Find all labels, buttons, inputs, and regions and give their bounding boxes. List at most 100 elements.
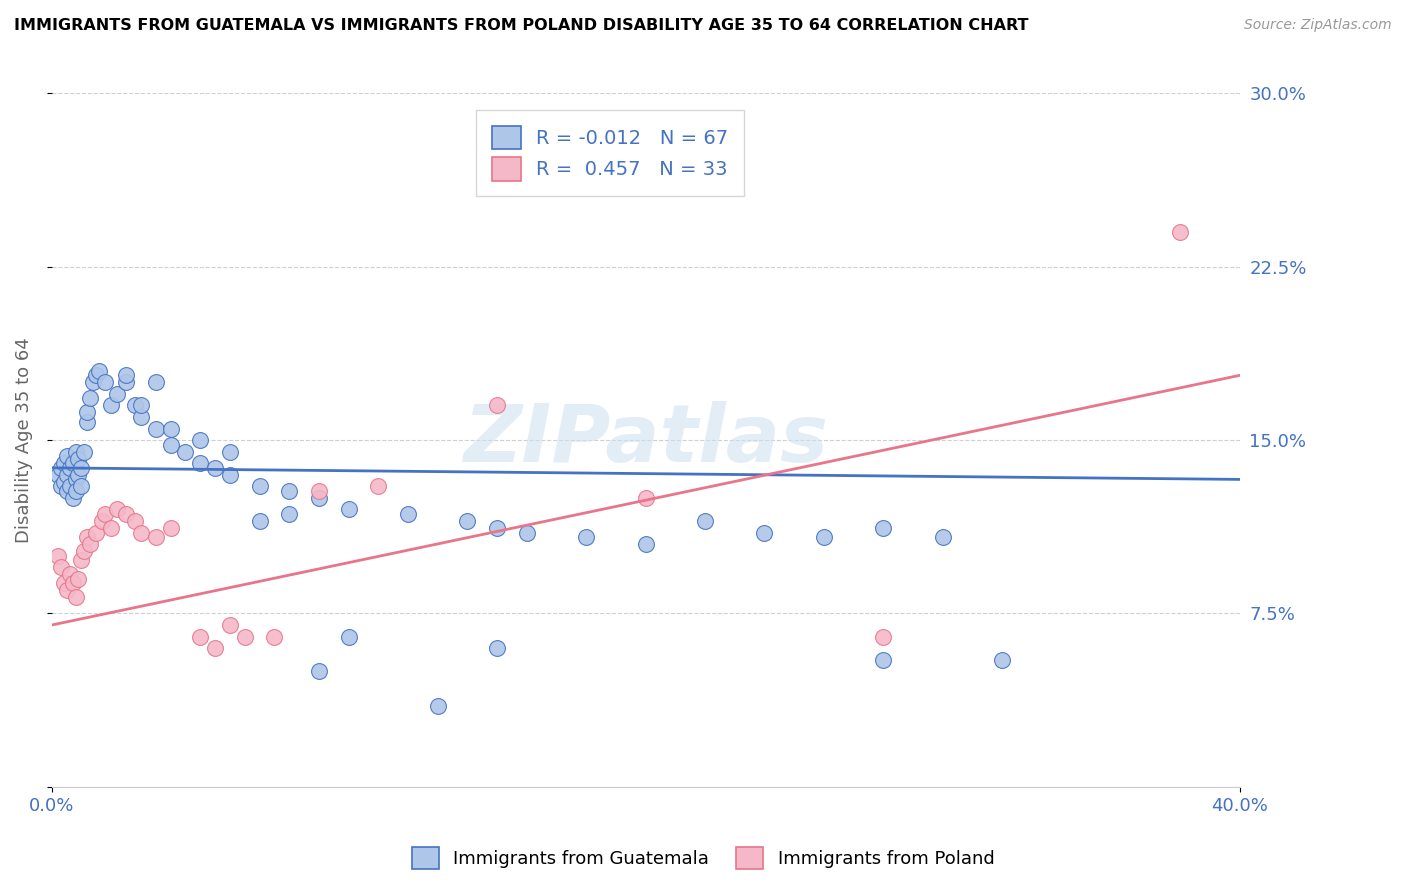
Point	[575, 530, 598, 544]
Point	[872, 521, 894, 535]
Point	[67, 572, 90, 586]
Point	[634, 491, 657, 505]
Point	[52, 475, 75, 489]
Point	[79, 537, 101, 551]
Point	[49, 560, 72, 574]
Point	[426, 698, 449, 713]
Point	[159, 421, 181, 435]
Text: Source: ZipAtlas.com: Source: ZipAtlas.com	[1244, 18, 1392, 32]
Point	[55, 583, 77, 598]
Point	[73, 544, 96, 558]
Point	[516, 525, 538, 540]
Point	[129, 399, 152, 413]
Point	[174, 444, 197, 458]
Point	[188, 456, 211, 470]
Point	[46, 467, 69, 482]
Point	[249, 479, 271, 493]
Point	[58, 479, 80, 493]
Point	[263, 630, 285, 644]
Point	[52, 456, 75, 470]
Point	[76, 415, 98, 429]
Point	[249, 514, 271, 528]
Point	[337, 502, 360, 516]
Point	[67, 467, 90, 482]
Point	[872, 630, 894, 644]
Point	[486, 521, 509, 535]
Point	[73, 444, 96, 458]
Point	[204, 641, 226, 656]
Point	[308, 483, 330, 498]
Point	[754, 525, 776, 540]
Point	[115, 368, 138, 383]
Point	[70, 553, 93, 567]
Point	[67, 451, 90, 466]
Point	[145, 530, 167, 544]
Point	[84, 525, 107, 540]
Point	[813, 530, 835, 544]
Point	[278, 483, 301, 498]
Legend: Immigrants from Guatemala, Immigrants from Poland: Immigrants from Guatemala, Immigrants fr…	[402, 838, 1004, 879]
Point	[55, 483, 77, 498]
Point	[52, 576, 75, 591]
Point	[486, 641, 509, 656]
Point	[308, 665, 330, 679]
Point	[219, 467, 242, 482]
Point	[188, 630, 211, 644]
Point	[124, 399, 146, 413]
Point	[100, 399, 122, 413]
Point	[82, 376, 104, 390]
Point	[79, 392, 101, 406]
Point	[65, 483, 87, 498]
Point	[70, 460, 93, 475]
Point	[693, 514, 716, 528]
Text: IMMIGRANTS FROM GUATEMALA VS IMMIGRANTS FROM POLAND DISABILITY AGE 35 TO 64 CORR: IMMIGRANTS FROM GUATEMALA VS IMMIGRANTS …	[14, 18, 1029, 33]
Point	[70, 479, 93, 493]
Point	[204, 460, 226, 475]
Point	[367, 479, 389, 493]
Point	[62, 576, 84, 591]
Point	[931, 530, 953, 544]
Point	[105, 502, 128, 516]
Point	[94, 376, 117, 390]
Point	[159, 521, 181, 535]
Point	[46, 549, 69, 563]
Point	[89, 364, 111, 378]
Point	[396, 507, 419, 521]
Point	[49, 460, 72, 475]
Point	[76, 530, 98, 544]
Point	[65, 444, 87, 458]
Point	[129, 525, 152, 540]
Point	[58, 460, 80, 475]
Point	[188, 433, 211, 447]
Point	[55, 450, 77, 464]
Point	[65, 472, 87, 486]
Point	[233, 630, 256, 644]
Text: ZIPatlas: ZIPatlas	[463, 401, 828, 479]
Point	[308, 491, 330, 505]
Y-axis label: Disability Age 35 to 64: Disability Age 35 to 64	[15, 337, 32, 543]
Point	[91, 514, 114, 528]
Point	[219, 618, 242, 632]
Point	[76, 405, 98, 419]
Point	[58, 567, 80, 582]
Point	[872, 653, 894, 667]
Point	[456, 514, 478, 528]
Point	[94, 507, 117, 521]
Point	[634, 537, 657, 551]
Point	[105, 387, 128, 401]
Point	[55, 467, 77, 482]
Point	[486, 399, 509, 413]
Point	[100, 521, 122, 535]
Point	[991, 653, 1014, 667]
Point	[65, 591, 87, 605]
Point	[278, 507, 301, 521]
Point	[129, 409, 152, 424]
Point	[145, 421, 167, 435]
Point	[159, 438, 181, 452]
Point	[124, 514, 146, 528]
Point	[219, 444, 242, 458]
Point	[337, 630, 360, 644]
Point	[115, 376, 138, 390]
Point	[62, 491, 84, 505]
Point	[62, 456, 84, 470]
